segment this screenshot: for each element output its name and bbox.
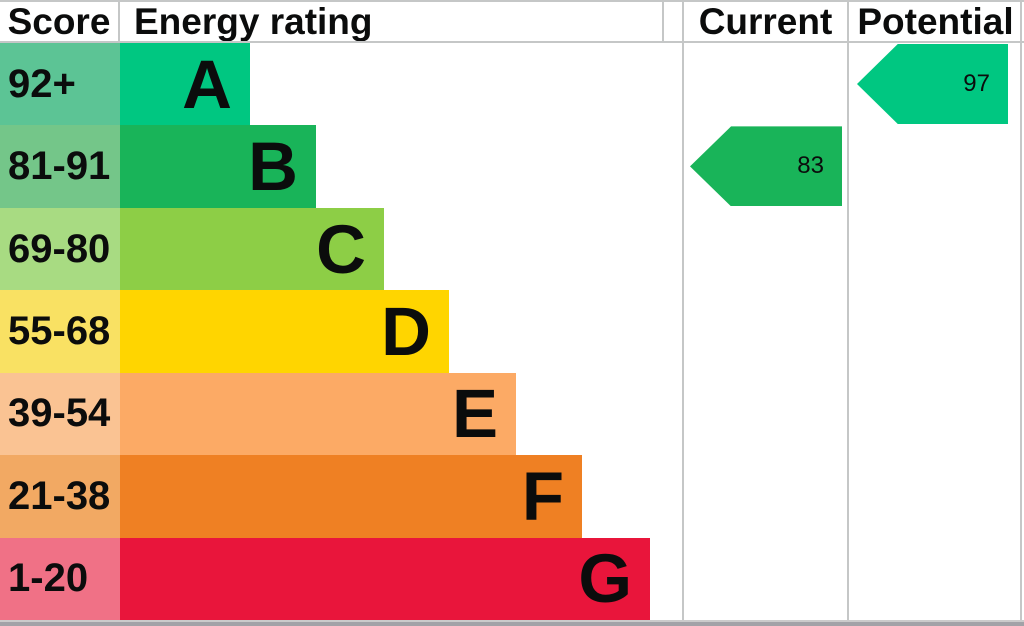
rating-row: 69-80 C <box>0 207 1024 291</box>
chart-top-border <box>0 0 1024 2</box>
score-range-cell: 92+ <box>0 43 120 126</box>
potential-rating-value: 97 <box>963 70 990 97</box>
rating-rows: 92+ A 81-91 B 69-80 C 55-68 D 39-54 E 21… <box>0 43 1024 620</box>
rating-band: B <box>120 125 316 208</box>
rating-band: E <box>120 372 516 456</box>
rating-band: F <box>120 455 582 538</box>
rating-band: G <box>120 537 650 620</box>
score-range-cell: 55-68 <box>0 290 120 373</box>
chart-header: Score Energy rating Current Potential <box>0 2 1024 41</box>
score-range-cell: 81-91 <box>0 125 120 208</box>
header-energy-rating: Energy rating <box>120 2 664 41</box>
header-potential: Potential <box>849 2 1022 41</box>
rating-band: D <box>120 290 449 373</box>
rating-row: 92+ A <box>0 43 1024 126</box>
rating-row: 55-68 D <box>0 290 1024 373</box>
score-range-cell: 1-20 <box>0 537 120 620</box>
rating-row: 81-91 B <box>0 125 1024 208</box>
score-range-cell: 39-54 <box>0 372 120 456</box>
potential-column-divider <box>847 0 849 620</box>
rating-band: C <box>120 207 384 291</box>
rating-band: A <box>120 43 250 126</box>
current-rating-value: 83 <box>797 152 824 180</box>
rating-row: 21-38 F <box>0 455 1024 538</box>
header-current-label: Current <box>698 1 833 42</box>
chart-right-border <box>1020 0 1022 620</box>
header-current: Current <box>682 2 849 41</box>
rating-row: 1-20 G <box>0 537 1024 620</box>
score-range-cell: 69-80 <box>0 207 120 291</box>
header-energy-rating-label: Energy rating <box>134 1 373 42</box>
header-score: Score <box>0 2 120 41</box>
header-divider <box>0 41 1024 43</box>
rating-row: 39-54 E <box>0 372 1024 456</box>
current-column-divider <box>682 0 684 620</box>
header-score-label: Score <box>7 1 111 42</box>
header-potential-label: Potential <box>857 1 1014 42</box>
chart-bottom-border <box>0 620 1024 626</box>
score-range-cell: 21-38 <box>0 455 120 538</box>
